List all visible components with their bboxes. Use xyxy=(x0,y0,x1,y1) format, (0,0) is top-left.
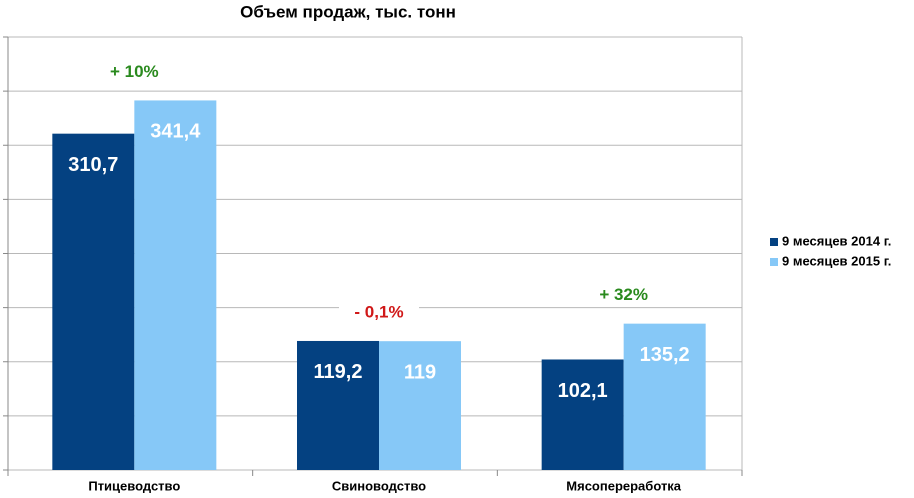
change-label-bg xyxy=(583,283,664,306)
legend-label: 9 месяцев 2014 г. xyxy=(782,233,891,248)
change-label: - 0,1% xyxy=(354,302,403,321)
bar xyxy=(134,100,217,470)
legend-swatch xyxy=(770,238,778,246)
x-tick-label: Мясопереработка xyxy=(566,478,682,493)
change-label: + 32% xyxy=(599,285,648,304)
change-label-bg xyxy=(339,300,419,323)
bar xyxy=(541,359,624,470)
value-label: 119 xyxy=(404,361,436,383)
bar xyxy=(52,133,135,471)
bar xyxy=(623,323,706,470)
x-tick-label: Птицеводство xyxy=(88,478,180,493)
value-label: 135,2 xyxy=(640,344,690,366)
legend-label: 9 месяцев 2015 г. xyxy=(782,253,891,268)
x-tick-label: Свиноводство xyxy=(332,478,426,493)
change-label: + 10% xyxy=(110,62,159,81)
chart-title: Объем продаж, тыс. тонн xyxy=(240,2,456,21)
bar xyxy=(379,341,461,470)
value-label: 310,7 xyxy=(68,154,118,176)
value-label: 341,4 xyxy=(150,121,201,143)
value-label: 119,2 xyxy=(314,361,363,383)
bar xyxy=(297,340,379,470)
legend-swatch xyxy=(770,258,778,266)
value-label: 102,1 xyxy=(558,380,608,402)
change-label-bg xyxy=(94,60,175,83)
